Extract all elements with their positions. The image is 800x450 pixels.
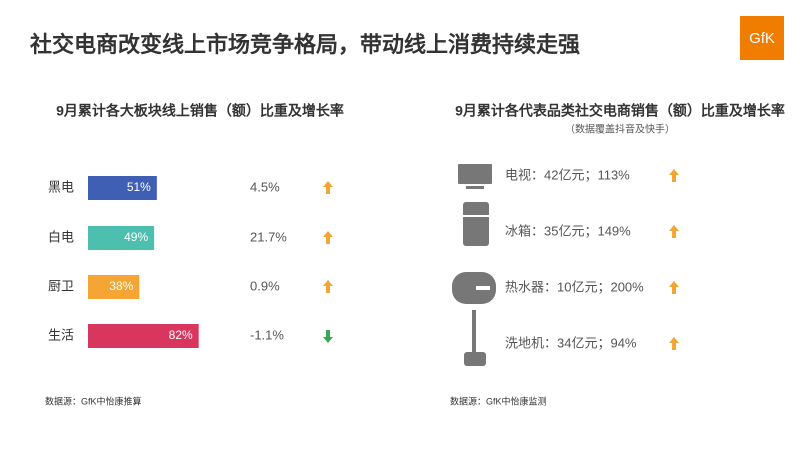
logo-box bbox=[740, 16, 784, 60]
tv-icon bbox=[458, 164, 492, 184]
category-label: 黑电 bbox=[48, 179, 74, 194]
mop-head bbox=[464, 352, 486, 366]
panel-title: 9月累计各代表品类社交电商销售（额）比重及增长率 bbox=[455, 103, 785, 119]
bar bbox=[88, 275, 140, 299]
fridge-icon bbox=[463, 202, 489, 246]
icons bbox=[452, 164, 496, 366]
category-label: 厨卫 bbox=[48, 278, 74, 293]
tv-stand bbox=[466, 186, 484, 189]
arrow bbox=[669, 225, 679, 238]
growth-label: 21.7% bbox=[250, 229, 287, 244]
arrow bbox=[323, 280, 333, 293]
panel-subtitle: （数据覆盖抖音及快手） bbox=[565, 123, 675, 136]
category-label: 白电 bbox=[48, 229, 74, 244]
arrow bbox=[669, 337, 679, 350]
bar bbox=[88, 176, 157, 200]
arrow bbox=[323, 181, 333, 194]
value-label: 51% bbox=[127, 180, 151, 194]
logo: GfK bbox=[749, 30, 775, 47]
heater-icon bbox=[452, 272, 496, 304]
item-label: 电视：42亿元；113% bbox=[505, 167, 630, 183]
value-label: 38% bbox=[109, 279, 133, 293]
arrow bbox=[669, 281, 679, 294]
value-label: 49% bbox=[124, 230, 148, 244]
arrow bbox=[323, 330, 333, 343]
growth-label: -1.1% bbox=[250, 327, 284, 342]
item-label: 热水器：10亿元；200% bbox=[505, 279, 644, 295]
chart-title: 9月累计各大板块线上销售（额）比重及增长率 bbox=[56, 103, 344, 119]
bar bbox=[88, 324, 199, 348]
arrow bbox=[669, 169, 679, 182]
value-label: 82% bbox=[169, 328, 193, 342]
growth-label: 0.9% bbox=[250, 278, 280, 293]
slide-title: 社交电商改变线上市场竞争格局，带动线上消费持续走强 bbox=[30, 32, 580, 57]
category-label: 生活 bbox=[48, 327, 74, 342]
item-label: 洗地机：34亿元；94% bbox=[505, 335, 637, 351]
arrow bbox=[323, 231, 333, 244]
growth-label: 4.5% bbox=[250, 179, 280, 194]
bar bbox=[88, 226, 155, 250]
source: 数据源：GfK中怡康推算 bbox=[45, 395, 142, 406]
heater-panel bbox=[476, 286, 490, 290]
source: 数据源：GfK中怡康监测 bbox=[450, 395, 547, 406]
item-label: 冰箱：35亿元；149% bbox=[505, 223, 631, 239]
mop-handle bbox=[472, 310, 476, 356]
